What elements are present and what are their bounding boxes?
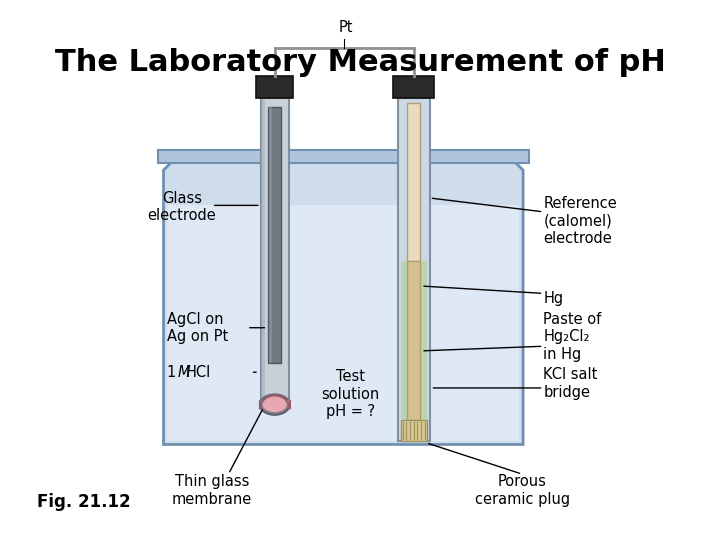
Bar xyxy=(401,261,427,422)
Polygon shape xyxy=(163,159,523,444)
Text: Reference
(calomel)
electrode: Reference (calomel) electrode xyxy=(544,196,617,246)
Bar xyxy=(393,76,434,98)
Bar xyxy=(269,107,282,363)
Text: Porous
ceramic plug: Porous ceramic plug xyxy=(474,474,570,507)
Text: Paste of
Hg₂Cl₂
in Hg: Paste of Hg₂Cl₂ in Hg xyxy=(544,312,602,362)
Text: The Laboratory Measurement of pH: The Laboratory Measurement of pH xyxy=(55,48,665,77)
Text: Pt: Pt xyxy=(339,20,354,35)
Text: Fig. 21.12: Fig. 21.12 xyxy=(37,493,131,511)
Bar xyxy=(158,150,528,163)
Bar xyxy=(398,98,430,441)
Bar xyxy=(401,420,427,441)
Ellipse shape xyxy=(263,397,287,412)
Text: Hg: Hg xyxy=(544,291,564,306)
Bar xyxy=(408,104,420,261)
Bar xyxy=(261,98,289,400)
Text: Thin glass
membrane: Thin glass membrane xyxy=(171,474,252,507)
Text: AgCl on
Ag on Pt: AgCl on Ag on Pt xyxy=(167,312,228,344)
Text: Glass
electrode: Glass electrode xyxy=(148,191,217,224)
Bar xyxy=(261,98,266,400)
Bar xyxy=(408,261,420,422)
Text: 1: 1 xyxy=(167,364,181,380)
Polygon shape xyxy=(260,395,289,408)
Ellipse shape xyxy=(260,394,289,415)
Bar xyxy=(269,107,272,363)
Bar xyxy=(256,76,293,98)
Text: HCl: HCl xyxy=(186,364,211,380)
Bar xyxy=(167,205,519,441)
Text: Test
solution
pH = ?: Test solution pH = ? xyxy=(322,369,380,419)
Text: M: M xyxy=(177,364,190,380)
Text: KCl salt
bridge: KCl salt bridge xyxy=(544,367,598,400)
